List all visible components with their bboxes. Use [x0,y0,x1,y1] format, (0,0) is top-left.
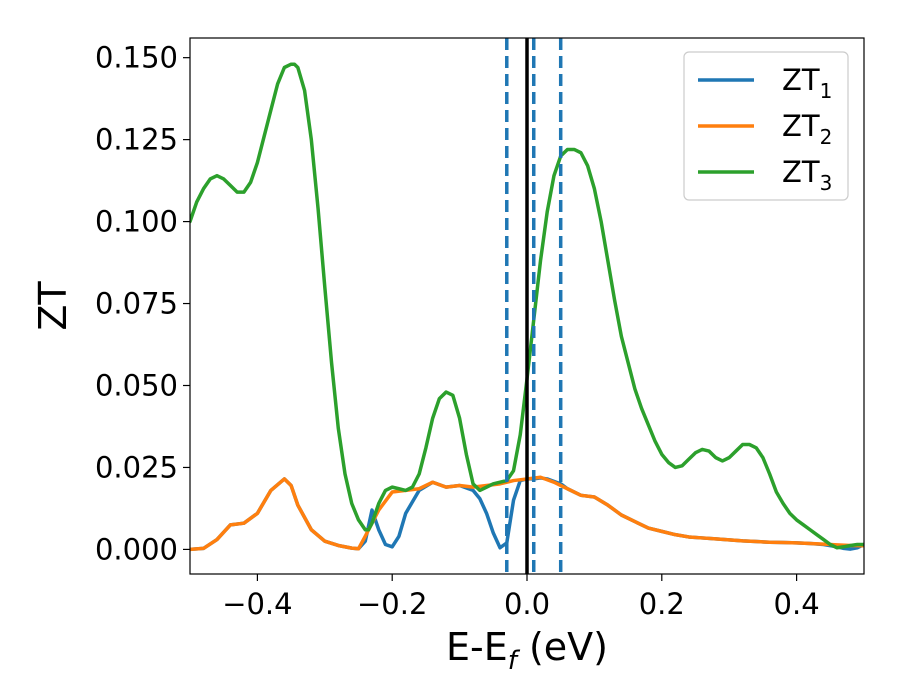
x-axis-label-unit: (eV) [529,625,608,669]
x-tick-label: 0.4 [774,587,820,621]
y-tick-label: 0.050 [95,368,178,402]
y-tick-label: 0.100 [95,205,178,239]
x-axis-label-space [517,625,529,669]
x-tick-label: 0.0 [504,587,550,621]
axes: −0.4 −0.2 0.0 0.2 0.4 0.000 0.025 0.050 0.075 0.1… [95,41,820,621]
y-tick-label: 0.000 [95,532,178,566]
x-axis-label-main: E-E [446,625,508,669]
x-tick-label: 0.2 [639,587,685,621]
legend-label-zt2: ZT2 [782,109,832,149]
x-tick-label: −0.2 [357,587,427,621]
legend-label-zt1: ZT1 [782,63,832,103]
y-tick-label: 0.125 [95,123,178,157]
y-tick-label: 0.150 [95,41,178,75]
y-axis-label: ZT [31,281,75,331]
y-tick-label: 0.025 [95,450,178,484]
x-tick-label: −0.4 [222,587,292,621]
legend: ZT1 ZT2 ZT3 [683,51,849,201]
legend-box [683,51,849,201]
y-tick-label: 0.075 [95,287,178,321]
legend-label-zt3: ZT3 [782,155,832,195]
x-axis-label: E-Ef (eV) [446,625,608,676]
series-line-zt2 [190,475,864,552]
series-line-zt3 [190,62,864,550]
plot-area [190,38,864,574]
